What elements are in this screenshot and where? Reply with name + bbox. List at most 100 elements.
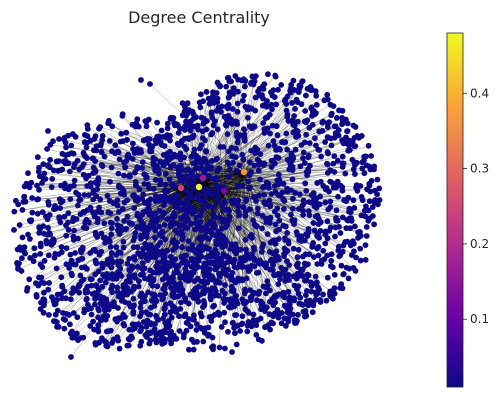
node	[225, 206, 231, 213]
node	[59, 284, 66, 290]
node	[145, 206, 151, 213]
node	[65, 227, 72, 233]
chart-title: Degree Centrality	[128, 8, 270, 27]
node	[369, 204, 376, 211]
node	[122, 164, 129, 171]
node	[174, 204, 181, 210]
node	[217, 261, 223, 268]
node	[198, 253, 205, 260]
node	[323, 185, 330, 192]
node	[78, 278, 85, 285]
node	[231, 325, 238, 331]
node	[100, 313, 107, 319]
node	[221, 261, 228, 267]
node	[84, 122, 91, 128]
node	[203, 148, 210, 155]
node	[47, 156, 53, 163]
node	[270, 320, 276, 327]
node	[264, 231, 271, 238]
node	[39, 209, 46, 216]
node	[315, 215, 322, 222]
node	[160, 152, 167, 158]
node	[162, 181, 169, 188]
node	[269, 122, 276, 129]
node	[324, 134, 331, 140]
node	[195, 196, 202, 203]
node	[226, 78, 233, 85]
node	[58, 244, 65, 250]
node	[340, 242, 347, 249]
node	[131, 254, 138, 260]
node	[152, 168, 159, 174]
node	[178, 215, 184, 222]
node	[121, 218, 127, 224]
node	[143, 123, 150, 130]
node	[105, 120, 112, 127]
node	[182, 311, 189, 318]
node	[303, 277, 310, 284]
node	[220, 295, 227, 302]
node	[272, 299, 278, 306]
node	[70, 237, 77, 243]
node	[53, 265, 60, 272]
node	[207, 266, 213, 272]
node	[179, 100, 186, 107]
node	[157, 337, 164, 343]
node	[304, 271, 311, 278]
node	[234, 139, 241, 146]
node	[117, 250, 124, 256]
node	[156, 231, 163, 238]
node	[92, 296, 98, 302]
node	[118, 130, 125, 137]
node	[174, 153, 180, 159]
node	[220, 207, 227, 214]
node	[106, 138, 113, 144]
node	[362, 242, 369, 249]
node	[323, 297, 330, 304]
node	[291, 221, 297, 227]
node	[25, 170, 31, 177]
node	[115, 227, 121, 234]
node	[232, 241, 239, 248]
node	[18, 268, 25, 274]
node	[237, 259, 244, 265]
node	[291, 295, 297, 302]
node	[311, 254, 317, 260]
node	[175, 130, 182, 136]
node	[295, 89, 302, 95]
node	[255, 167, 262, 174]
node	[152, 227, 159, 234]
node	[295, 311, 301, 318]
node	[290, 195, 296, 202]
node	[175, 122, 181, 129]
node	[288, 311, 295, 318]
node	[359, 159, 366, 166]
node	[161, 306, 168, 313]
node	[222, 345, 228, 352]
node	[63, 245, 70, 252]
node	[85, 192, 92, 198]
node	[229, 349, 235, 355]
node	[138, 309, 145, 316]
node	[257, 151, 264, 158]
node	[282, 139, 289, 146]
node	[160, 202, 167, 209]
node	[108, 250, 115, 256]
node	[160, 162, 167, 169]
node	[276, 145, 283, 152]
node	[84, 266, 90, 272]
node	[287, 161, 294, 167]
node	[190, 181, 197, 187]
node	[240, 76, 247, 83]
node	[134, 224, 141, 231]
node	[231, 264, 238, 270]
node	[284, 156, 291, 163]
node	[68, 142, 75, 149]
node	[152, 235, 158, 241]
node	[130, 140, 136, 147]
node	[84, 133, 91, 140]
node	[184, 195, 190, 202]
node	[116, 270, 123, 277]
node	[364, 186, 370, 193]
node	[239, 313, 246, 320]
